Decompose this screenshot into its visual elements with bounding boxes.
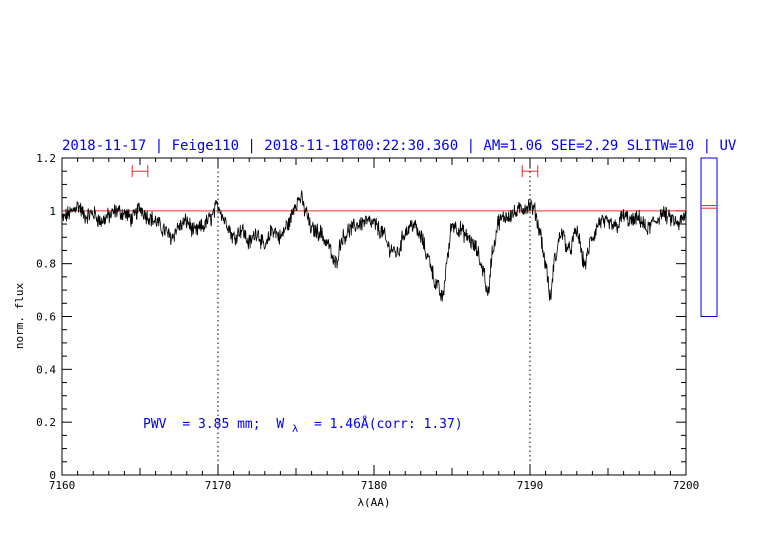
w-value: = 1.46Å(corr: 1.37) [314,416,463,432]
w-symbol: W [276,417,284,432]
y-tick-label: 0.8 [36,258,56,271]
side-panel-box [700,157,718,317]
x-axis-label: λ(AA) [357,496,390,509]
vertical-markers [217,158,531,475]
axis-ticks [61,157,687,476]
chart-title: 2018-11-17 | Feige110 | 2018-11-18T00:22… [62,138,737,154]
x-tick-label: 7200 [673,479,700,492]
side-panel [700,157,718,317]
x-tick-label: 7170 [205,479,232,492]
spectrum-line [61,190,687,302]
x-tick-label: 7160 [49,479,76,492]
y-tick-label: 1.2 [36,152,56,165]
x-tick-labels: 7160 7170 7180 7190 7200 [49,479,700,492]
svg-text:PWV = 3.85 mm; W: PWV = 3.85 mm; W λ = 1.46Å(corr: 1.37) [143,416,463,436]
x-tick-label: 7190 [517,479,544,492]
y-tick-labels: 0 0.2 0.4 0.6 0.8 1 1.2 [36,152,56,482]
y-tick-label: 0.2 [36,416,56,429]
w-subscript: λ [292,424,298,435]
y-axis-label: norm. flux [13,283,26,350]
pwv-annotation: PWV = 3.85 mm; W λ = 1.46Å(corr: 1.37) [143,416,463,436]
y-tick-label: 0.6 [36,311,56,324]
y-tick-label: 1 [49,205,56,218]
pwv-value: = 3.85 mm; [182,417,260,432]
y-tick-label: 0 [49,469,56,482]
interval-markers [131,165,539,178]
x-tick-label: 7180 [361,479,388,492]
y-tick-label: 0.4 [36,363,56,376]
pwv-label: PWV [143,417,167,432]
